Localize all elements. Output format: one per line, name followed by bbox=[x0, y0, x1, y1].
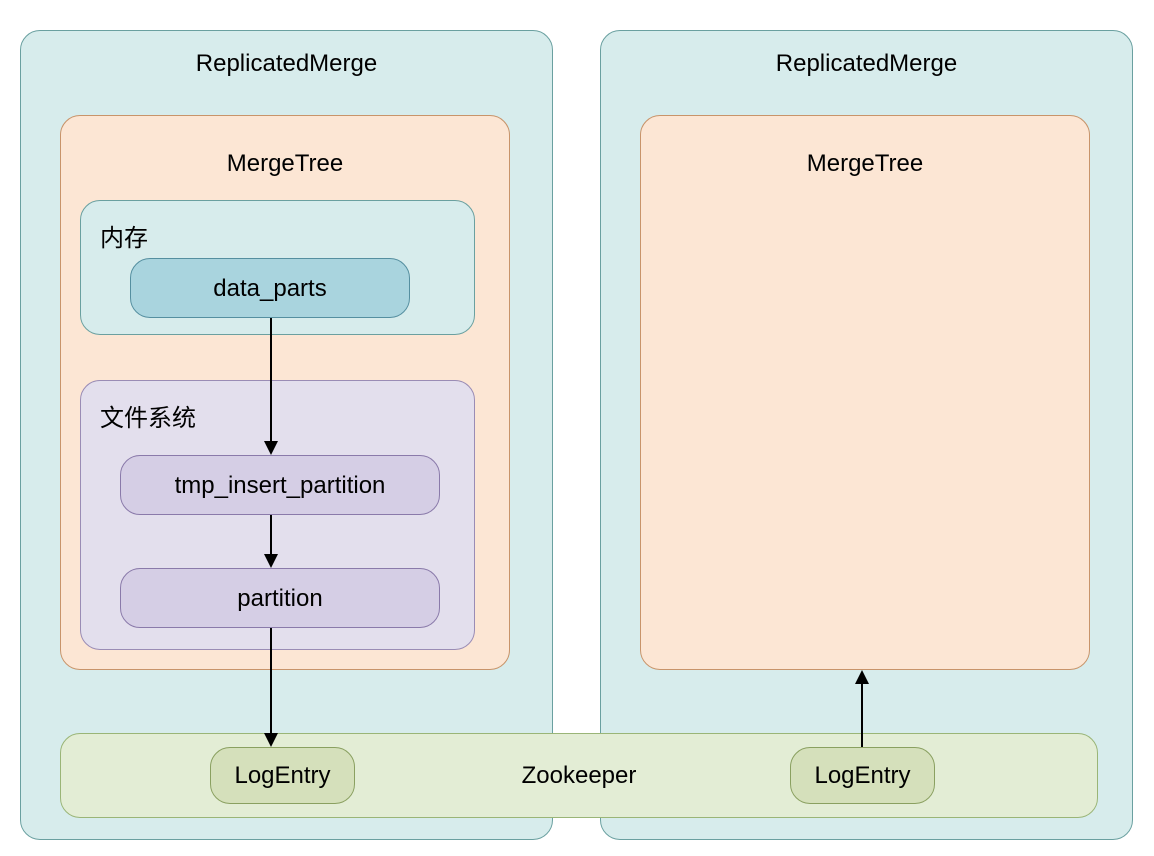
logentry-right-label: LogEntry bbox=[790, 762, 935, 790]
partition-label: partition bbox=[120, 585, 440, 613]
right-mergetree bbox=[640, 115, 1090, 670]
right-mergetree-label: MergeTree bbox=[640, 150, 1090, 178]
tmp-insert-label: tmp_insert_partition bbox=[120, 472, 440, 500]
left-mergetree-label: MergeTree bbox=[60, 150, 510, 178]
data-parts-label: data_parts bbox=[130, 275, 410, 303]
filesystem-label: 文件系统 bbox=[100, 398, 196, 433]
right-replicated-merge-label: ReplicatedMerge bbox=[600, 50, 1133, 78]
logentry-left-label: LogEntry bbox=[210, 762, 355, 790]
memory-label: 内存 bbox=[100, 218, 148, 253]
left-replicated-merge-label: ReplicatedMerge bbox=[20, 50, 553, 78]
